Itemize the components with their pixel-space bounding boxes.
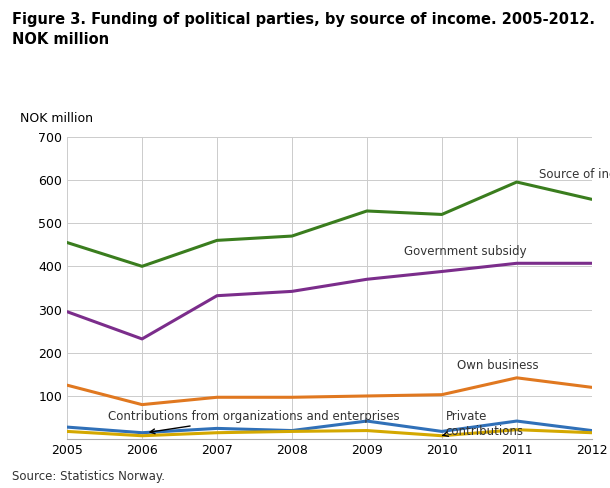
Text: Own business: Own business	[457, 359, 539, 372]
Text: Government subsidy: Government subsidy	[404, 244, 527, 258]
Text: NOK million: NOK million	[20, 112, 93, 124]
Text: Contributions from organizations and enterprises: Contributions from organizations and ent…	[109, 410, 400, 434]
Text: NOK million: NOK million	[12, 32, 109, 47]
Text: Figure 3. Funding of political parties, by source of income. 2005-2012.: Figure 3. Funding of political parties, …	[12, 12, 595, 27]
Text: Private
contributions: Private contributions	[443, 410, 523, 438]
Text: Source: Statistics Norway.: Source: Statistics Norway.	[12, 470, 165, 483]
Text: Source of income, total: Source of income, total	[539, 168, 610, 181]
